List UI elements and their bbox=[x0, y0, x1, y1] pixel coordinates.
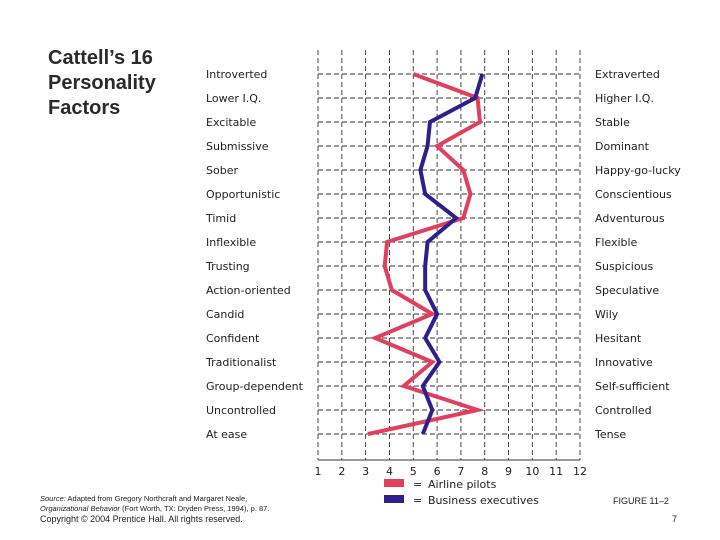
right-trait-label: Flexible bbox=[595, 236, 638, 249]
right-trait-label: Dominant bbox=[595, 140, 650, 153]
x-axis-ticks: 1 2 3 4 5 6 7 8 9 10 11 12 bbox=[315, 465, 588, 478]
right-trait-label: Self-sufficient bbox=[595, 380, 670, 393]
legend-swatch bbox=[384, 495, 404, 503]
left-trait-label: Inflexible bbox=[206, 236, 256, 249]
right-trait-label: Higher I.Q. bbox=[595, 92, 654, 105]
left-trait-label: Trusting bbox=[205, 260, 250, 273]
series-line-business-executives bbox=[418, 73, 485, 435]
left-trait-labels: Introverted Lower I.Q. Excitable Submissive… bbox=[205, 68, 304, 441]
left-trait-label: Opportunistic bbox=[206, 188, 280, 201]
right-trait-label: Extraverted bbox=[595, 68, 660, 81]
series-line-airline-pilots bbox=[367, 72, 486, 436]
series-lines bbox=[367, 72, 486, 436]
right-trait-label: Stable bbox=[595, 116, 630, 129]
x-tick-label: 3 bbox=[362, 465, 369, 478]
right-trait-label: Suspicious bbox=[595, 260, 654, 273]
x-tick-label: 1 bbox=[315, 465, 322, 478]
chart-legend: = Airline pilots = Business executives bbox=[384, 478, 539, 507]
legend-equals: = bbox=[413, 478, 422, 491]
source-prefix: Source: bbox=[40, 494, 66, 503]
left-trait-label: Uncontrolled bbox=[206, 404, 276, 417]
x-tick-label: 8 bbox=[481, 465, 488, 478]
right-trait-label: Wily bbox=[595, 308, 619, 321]
source-line2: (Fort Worth, TX: Dryden Press, 1994), p.… bbox=[122, 504, 270, 513]
left-trait-label: Lower I.Q. bbox=[206, 92, 261, 105]
x-tick-label: 2 bbox=[338, 465, 345, 478]
left-trait-label: Introverted bbox=[206, 68, 267, 81]
left-trait-label: Confident bbox=[206, 332, 260, 345]
right-trait-label: Conscientious bbox=[595, 188, 672, 201]
left-trait-label: At ease bbox=[206, 428, 247, 441]
x-tick-label: 5 bbox=[410, 465, 417, 478]
left-trait-label: Candid bbox=[206, 308, 244, 321]
right-trait-label: Hesitant bbox=[595, 332, 642, 345]
x-tick-label: 12 bbox=[573, 465, 587, 478]
source-note: Source: Adapted from Gregory Northcraft … bbox=[40, 494, 340, 514]
x-tick-label: 9 bbox=[505, 465, 512, 478]
left-trait-label: Timid bbox=[205, 212, 236, 225]
right-trait-label: Adventurous bbox=[595, 212, 665, 225]
x-tick-label: 7 bbox=[457, 465, 464, 478]
page-number: 7 bbox=[672, 514, 678, 524]
source-line1: Adapted from Gregory Northcraft and Marg… bbox=[67, 494, 248, 503]
source-book: Organizational Behavior bbox=[40, 504, 121, 513]
right-trait-label: Speculative bbox=[595, 284, 659, 297]
left-trait-label: Sober bbox=[206, 164, 238, 177]
figure-label: FIGURE 11–2 bbox=[613, 496, 669, 506]
legend-label: Airline pilots bbox=[428, 478, 497, 491]
x-tick-label: 11 bbox=[549, 465, 563, 478]
left-trait-label: Action-oriented bbox=[206, 284, 291, 297]
right-trait-label: Controlled bbox=[595, 404, 652, 417]
x-tick-label: 6 bbox=[434, 465, 441, 478]
left-trait-label: Submissive bbox=[206, 140, 269, 153]
x-tick-label: 4 bbox=[386, 465, 393, 478]
left-trait-label: Traditionalist bbox=[205, 356, 277, 369]
x-tick-label: 10 bbox=[525, 465, 539, 478]
right-trait-label: Tense bbox=[594, 428, 626, 441]
right-trait-labels: Extraverted Higher I.Q. Stable Dominant Happ… bbox=[594, 68, 681, 441]
legend-equals: = bbox=[413, 494, 422, 507]
legend-swatch bbox=[384, 479, 404, 487]
legend-label: Business executives bbox=[428, 494, 539, 507]
slide-title: Cattell’s 16 Personality Factors bbox=[48, 47, 156, 119]
right-trait-label: Innovative bbox=[595, 356, 653, 369]
left-trait-label: Excitable bbox=[206, 116, 256, 129]
right-trait-label: Happy-go-lucky bbox=[595, 164, 681, 177]
left-trait-label: Group-dependent bbox=[206, 380, 304, 393]
copyright: Copyright © 2004 Prentice Hall. All righ… bbox=[40, 514, 243, 524]
